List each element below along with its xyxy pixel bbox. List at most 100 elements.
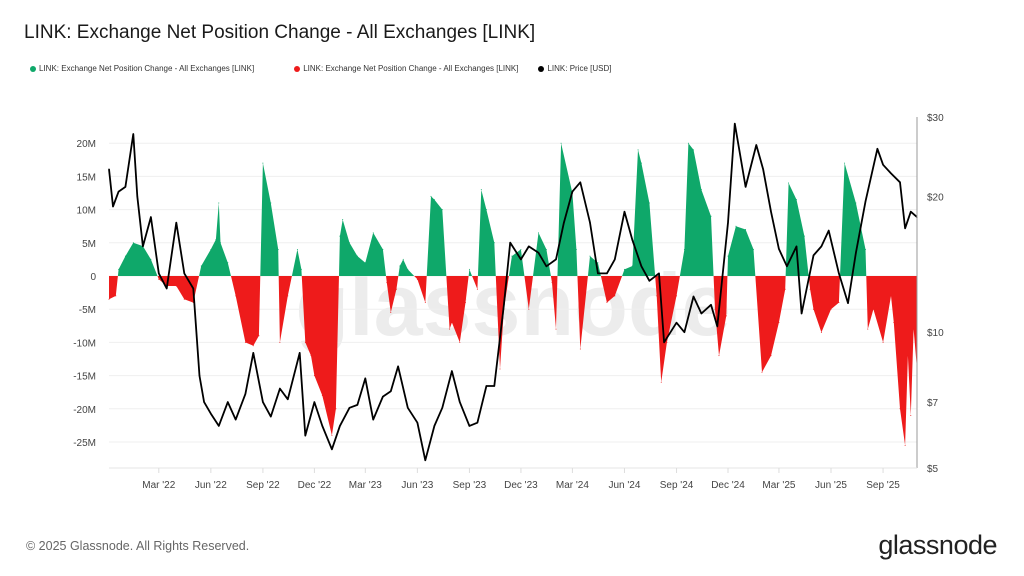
net-position-point <box>687 142 689 144</box>
net-position-point <box>784 288 786 290</box>
net-position-point <box>449 328 451 330</box>
net-position-point <box>339 235 341 237</box>
net-position-point <box>313 375 315 377</box>
price-point <box>716 325 718 328</box>
net-position-point <box>890 295 892 297</box>
price-point <box>855 252 857 254</box>
price-point <box>545 265 547 267</box>
right-tick-label: $5 <box>927 464 939 475</box>
net-position-point <box>175 285 177 287</box>
net-position-point <box>476 288 478 290</box>
net-position-point <box>910 414 912 416</box>
price-point <box>441 407 443 409</box>
net-position-point <box>335 408 337 410</box>
x-tick-label: Mar '22 <box>142 480 175 491</box>
legend-item-outflow[interactable]: LINK: Exchange Net Position Change - All… <box>294 64 518 73</box>
legend-item-inflow[interactable]: LINK: Exchange Net Position Change - All… <box>30 64 254 73</box>
price-point <box>227 401 229 403</box>
price-point <box>683 331 686 333</box>
price-point <box>424 459 426 461</box>
net-position-point <box>364 262 366 264</box>
price-point <box>262 401 264 403</box>
net-position-point <box>820 331 822 333</box>
price-point <box>183 272 185 275</box>
x-tick-label: Sep '23 <box>453 480 487 491</box>
price-point <box>218 425 220 427</box>
price-point <box>640 265 643 267</box>
net-position-point <box>277 248 279 250</box>
net-position-point <box>210 248 212 250</box>
net-position-point <box>300 268 302 270</box>
left-tick-label: -25M <box>73 438 96 449</box>
net-position-point <box>614 295 616 297</box>
price-point <box>762 168 764 170</box>
price-point <box>663 341 665 343</box>
right-tick-label: $30 <box>927 113 944 124</box>
net-position-point <box>464 302 466 304</box>
x-tick-label: Jun '23 <box>401 480 433 491</box>
net-position-point <box>348 242 350 244</box>
net-position-point <box>700 189 702 191</box>
left-tick-label: -20M <box>73 405 96 416</box>
net-position-point <box>770 355 772 357</box>
price-point <box>614 258 616 261</box>
net-position-point <box>402 258 404 260</box>
net-position-point <box>183 298 185 300</box>
price-point <box>132 133 134 135</box>
x-tick-label: Sep '22 <box>246 480 280 491</box>
net-position-point <box>714 308 716 310</box>
net-position-point <box>545 248 547 250</box>
net-position-point <box>676 295 678 297</box>
price-point <box>828 229 830 232</box>
price-point <box>279 387 281 390</box>
price-point <box>778 248 780 250</box>
net-position-point <box>270 202 272 204</box>
net-position-point <box>555 328 557 330</box>
x-tick-label: Sep '25 <box>866 480 900 491</box>
price-point <box>623 211 626 213</box>
net-position-point <box>752 248 754 250</box>
net-position-point <box>761 371 763 373</box>
price-point <box>904 227 906 229</box>
legend-item-price[interactable]: LINK: Price [USD] <box>538 64 611 73</box>
price-point <box>136 195 138 198</box>
net-position-point <box>855 202 857 204</box>
price-point <box>864 200 867 202</box>
price-point <box>786 265 788 267</box>
price-point <box>142 245 144 247</box>
net-position-point <box>262 162 264 164</box>
net-position-point <box>631 265 633 267</box>
price-point <box>579 181 581 183</box>
net-position-point <box>227 262 229 264</box>
net-position-point <box>795 199 797 201</box>
net-position-point <box>745 229 747 231</box>
net-position-point <box>718 355 720 357</box>
net-position-point <box>493 242 495 244</box>
net-position-point <box>844 162 846 164</box>
x-tick-label: Dec '22 <box>298 480 332 491</box>
price-point <box>158 272 160 275</box>
price-point <box>485 385 488 387</box>
x-tick-label: Dec '24 <box>711 480 745 491</box>
net-position-point <box>727 255 729 257</box>
net-position-point <box>407 268 409 270</box>
net-position-point <box>395 288 397 290</box>
price-point <box>203 401 205 403</box>
price-point <box>528 245 530 247</box>
net-position-point <box>342 219 344 221</box>
net-position-point <box>872 308 874 310</box>
price-point <box>150 216 152 218</box>
price-point <box>287 398 289 400</box>
price-point <box>299 352 301 354</box>
price-point <box>734 123 736 125</box>
net-position-point <box>904 444 906 446</box>
price-point <box>571 190 574 193</box>
net-position-point <box>589 255 591 257</box>
net-position-positive-area <box>109 143 917 276</box>
price-point <box>800 312 803 315</box>
price-point <box>795 245 798 247</box>
price-point <box>244 393 246 395</box>
net-position-point <box>648 202 650 204</box>
price-point <box>648 280 650 282</box>
